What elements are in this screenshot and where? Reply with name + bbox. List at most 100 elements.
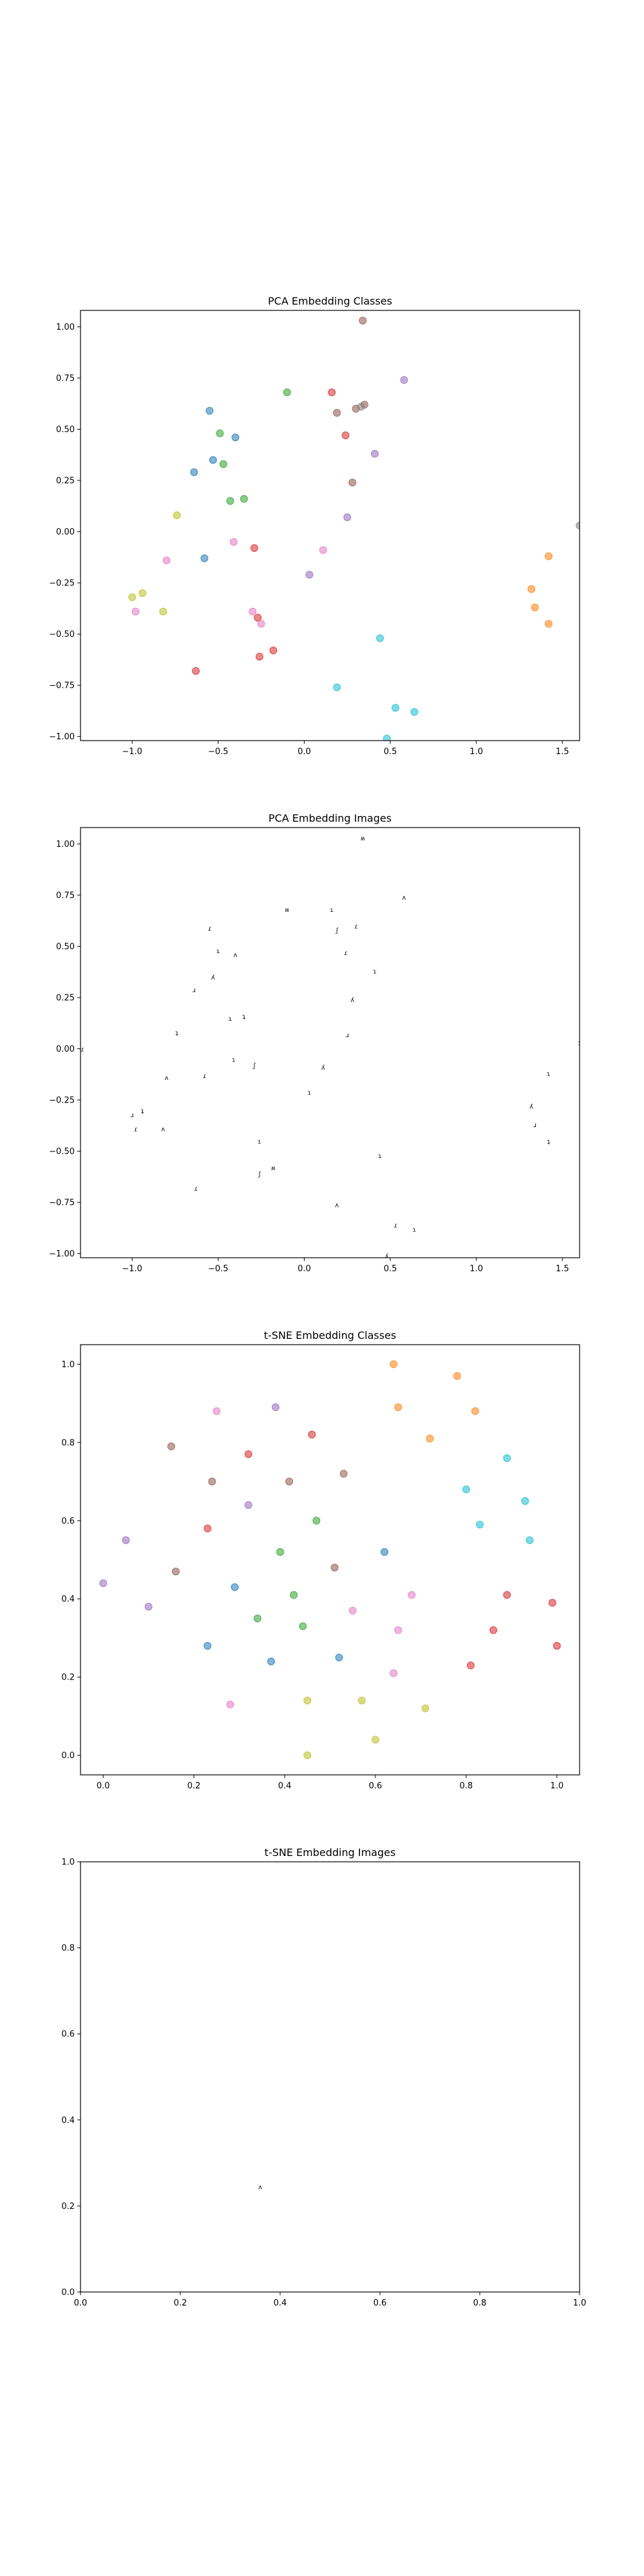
data-point <box>333 683 341 692</box>
data-point <box>503 1591 511 1599</box>
data-point <box>229 538 238 546</box>
image-glyph: ʍ <box>285 907 289 914</box>
data-point <box>213 1407 221 1416</box>
image-glyph: ʇ <box>242 1014 246 1021</box>
data-point <box>276 1548 284 1556</box>
data-point <box>299 1622 307 1631</box>
data-point <box>328 388 336 397</box>
data-point <box>394 1626 402 1634</box>
data-point <box>531 603 539 612</box>
image-glyph: ʍ <box>271 1165 275 1172</box>
data-point <box>285 1477 294 1486</box>
y-tick-label: −0.75 <box>49 1198 75 1208</box>
x-tick-label: 0.0 <box>74 2298 88 2308</box>
data-point <box>370 450 379 458</box>
data-point <box>333 409 341 417</box>
y-tick-label: 0.00 <box>56 1045 75 1054</box>
x-tick-label: 0.0 <box>97 1781 110 1791</box>
data-point <box>341 431 350 440</box>
y-tick-label: −0.50 <box>49 1147 75 1157</box>
data-point <box>240 495 248 503</box>
data-point <box>426 1434 434 1443</box>
data-point <box>131 607 140 616</box>
data-point <box>343 513 352 522</box>
chart-panel-4: t-SNE Embedding Images ʌ 0.0 0.2 0.4 0.6 0.8 1.… <box>61 1846 586 2308</box>
data-point <box>376 634 384 642</box>
image-glyph: ʎ <box>529 1104 533 1111</box>
data-point <box>271 1403 279 1412</box>
x-tick-label: 0.2 <box>174 2298 187 2308</box>
data-point <box>400 376 408 384</box>
image-glyph: ʎ <box>211 974 215 981</box>
data-point <box>489 1626 498 1634</box>
data-point <box>219 460 227 468</box>
image-glyph: ɿ <box>373 969 377 976</box>
data-point <box>269 647 278 655</box>
x-tick-label: 0.0 <box>298 1264 311 1274</box>
data-point <box>144 1602 153 1611</box>
axes-frame <box>80 1344 580 1776</box>
y-tick-label: −0.50 <box>49 630 75 639</box>
data-point <box>390 1360 398 1368</box>
chart-title: PCA Embedding Classes <box>268 295 392 307</box>
image-glyph: ʇ <box>175 1030 179 1037</box>
image-glyph: ɿ <box>307 1089 311 1096</box>
x-tick-label: 1.5 <box>556 747 569 757</box>
image-glyph: ɾ <box>194 1186 198 1193</box>
y-tick-label: 0.0 <box>61 2288 75 2298</box>
chart-title: t-SNE Embedding Images <box>265 1846 396 1859</box>
data-point <box>392 704 400 712</box>
image-glyph: ʌ <box>234 952 238 959</box>
image-glyph: ɾ <box>393 1222 397 1229</box>
y-tick-label: 0.00 <box>56 527 75 537</box>
y-tick-label: 0.0 <box>61 1751 75 1761</box>
data-point <box>267 1657 275 1665</box>
x-tick-label: −1.0 <box>122 1264 142 1274</box>
image-glyph: ɾ <box>354 923 358 931</box>
image-glyph: ɾ <box>80 1046 84 1054</box>
chart-title: PCA Embedding Images <box>269 812 392 824</box>
x-tick-label: 0.5 <box>384 1264 397 1274</box>
data-point <box>226 1700 234 1709</box>
data-point <box>171 1567 180 1576</box>
image-glyph: ʇ <box>547 1139 551 1146</box>
y-tick-label: −0.25 <box>49 579 75 589</box>
image-glyph: ɹ <box>533 1122 537 1129</box>
data-point <box>394 1403 402 1412</box>
data-point <box>122 1536 130 1544</box>
data-point <box>244 1501 252 1509</box>
data-point <box>254 614 262 622</box>
data-point <box>339 1470 348 1478</box>
data-point <box>471 1407 479 1416</box>
y-tick-label: 0.25 <box>56 994 75 1003</box>
data-point <box>476 1520 484 1529</box>
plot-area <box>128 316 580 741</box>
data-point <box>390 1669 398 1678</box>
image-glyph: ɿ <box>216 948 220 955</box>
image-glyph: ʎ <box>321 1065 325 1072</box>
image-glyph: ɿ <box>232 1056 236 1063</box>
data-point <box>576 522 580 529</box>
x-tick-label: 0.0 <box>298 747 311 757</box>
data-point <box>381 1548 389 1556</box>
image-glyph: ɿ <box>330 907 334 914</box>
image-glyph: ʌ <box>335 1202 339 1209</box>
image-glyph: ʃ <box>335 927 339 934</box>
image-glyph: ʌ <box>258 2184 262 2191</box>
y-tick-label: 0.6 <box>61 2030 75 2040</box>
y-tick-label: 0.25 <box>56 477 75 486</box>
data-point <box>162 556 171 565</box>
x-tick-label: −0.5 <box>208 747 229 757</box>
chart-panel-1: PCA Embedding Classes −1.0 −0.5 0.0 0.5 1.0 1.… <box>49 295 580 757</box>
data-point <box>357 402 365 411</box>
data-point <box>330 1564 339 1572</box>
data-point <box>371 1736 379 1744</box>
data-point <box>348 478 357 487</box>
data-point <box>231 433 240 442</box>
axes-frame <box>80 310 580 741</box>
x-tick-label: 0.6 <box>369 1781 383 1791</box>
x-tick-label: 0.4 <box>274 2298 287 2308</box>
chart-panel-3: t-SNE Embedding Classes 0.0 0.2 0.4 0.6 0.8 1.… <box>61 1329 580 1791</box>
